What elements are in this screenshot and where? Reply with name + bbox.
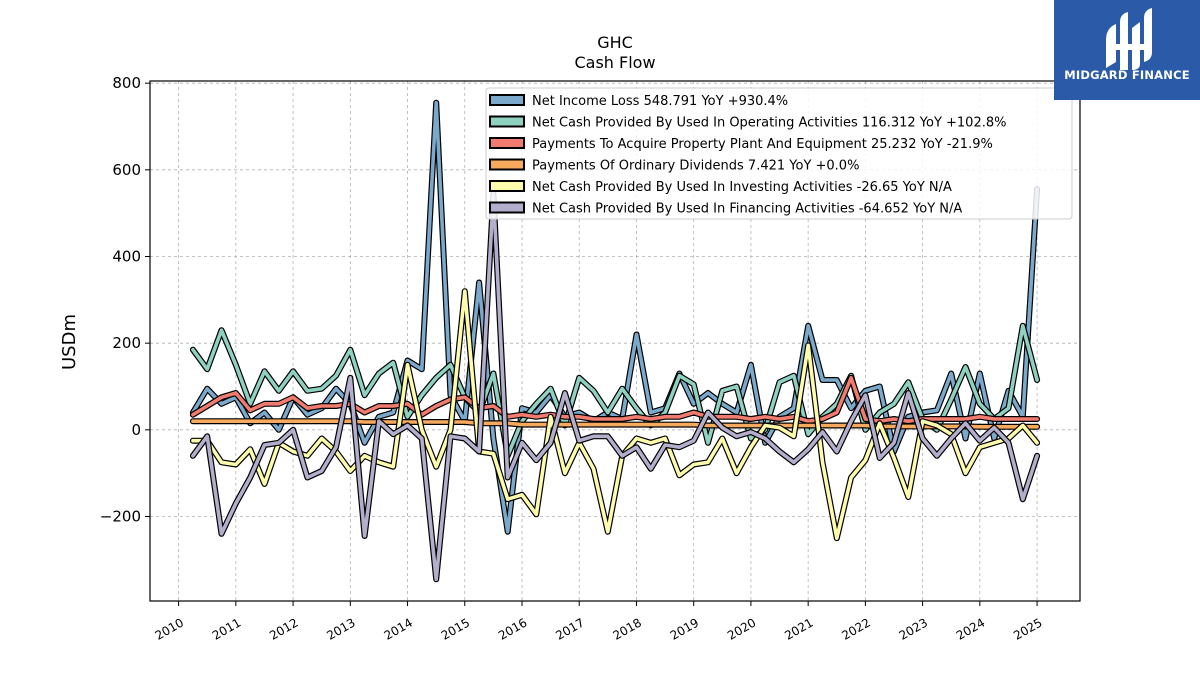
x-tick-label: 2018 [611,615,644,642]
legend-swatch [489,115,525,128]
legend-swatch [489,201,525,214]
x-tick-label: 2024 [954,615,987,642]
legend-entry: Payments Of Ordinary Dividends 7.421 YoY… [532,159,859,174]
x-tick-label: 2013 [324,615,357,642]
x-tick-label: 2019 [668,615,701,642]
series-line [191,323,1039,458]
legend-entry: Payments To Acquire Property Plant And E… [532,137,993,152]
x-tick-label: 2021 [782,615,815,642]
series-line [191,100,1039,534]
legend-swatch [489,137,525,149]
series-line [191,191,1039,582]
midgard-logo-icon [1106,8,1152,70]
x-tick-label: 2014 [382,615,415,642]
brand-logo-text: MIDGARD FINANCE [1064,68,1190,82]
legend-swatch [489,158,525,171]
legend-swatch [489,94,525,106]
x-tick-label: 2022 [839,615,872,642]
chart-title: GHC [597,33,633,52]
series-2 [189,374,1041,425]
x-tick-label: 2023 [897,615,930,642]
x-tick-label: 2016 [496,615,529,642]
y-tick-label: 400 [112,248,141,266]
brand-logo: MIDGARD FINANCE [1054,0,1200,100]
x-tick-label: 2015 [439,615,472,642]
y-tick-label: 800 [112,74,141,92]
x-tick-label: 2020 [725,615,758,642]
x-tick-label: 2017 [553,615,586,642]
x-tick-label: 2025 [1011,615,1044,642]
y-tick-label: 200 [112,334,141,352]
legend: Net Income Loss 548.791 YoY +930.4% Net C… [485,87,1073,220]
series-0 [189,99,1041,535]
x-tick-label: 2011 [210,615,243,642]
legend-swatch [489,180,525,192]
legend-entry: Net Cash Provided By Used In Financing A… [532,202,962,217]
series-line [191,375,1039,424]
series-lines [189,99,1041,583]
legend-entry: Net Cash Provided By Used In Operating A… [532,116,1006,131]
plot-frame [149,80,1081,602]
series-1 [189,322,1041,459]
legend-entry: Net Cash Provided By Used In Investing A… [532,180,952,195]
y-axis-label: USDm [59,314,80,370]
legend-box [485,87,1073,220]
legend-entry: Net Income Loss 548.791 YoY +930.4% [532,94,788,109]
y-tick-label: 0 [131,421,141,439]
series-5 [189,190,1041,583]
x-tick-label: 2012 [267,615,300,642]
x-tick-label: 2010 [153,615,186,642]
y-tick-label: 600 [112,161,141,179]
chart-subtitle: Cash Flow [574,53,655,72]
y-tick-label: −200 [100,508,141,526]
